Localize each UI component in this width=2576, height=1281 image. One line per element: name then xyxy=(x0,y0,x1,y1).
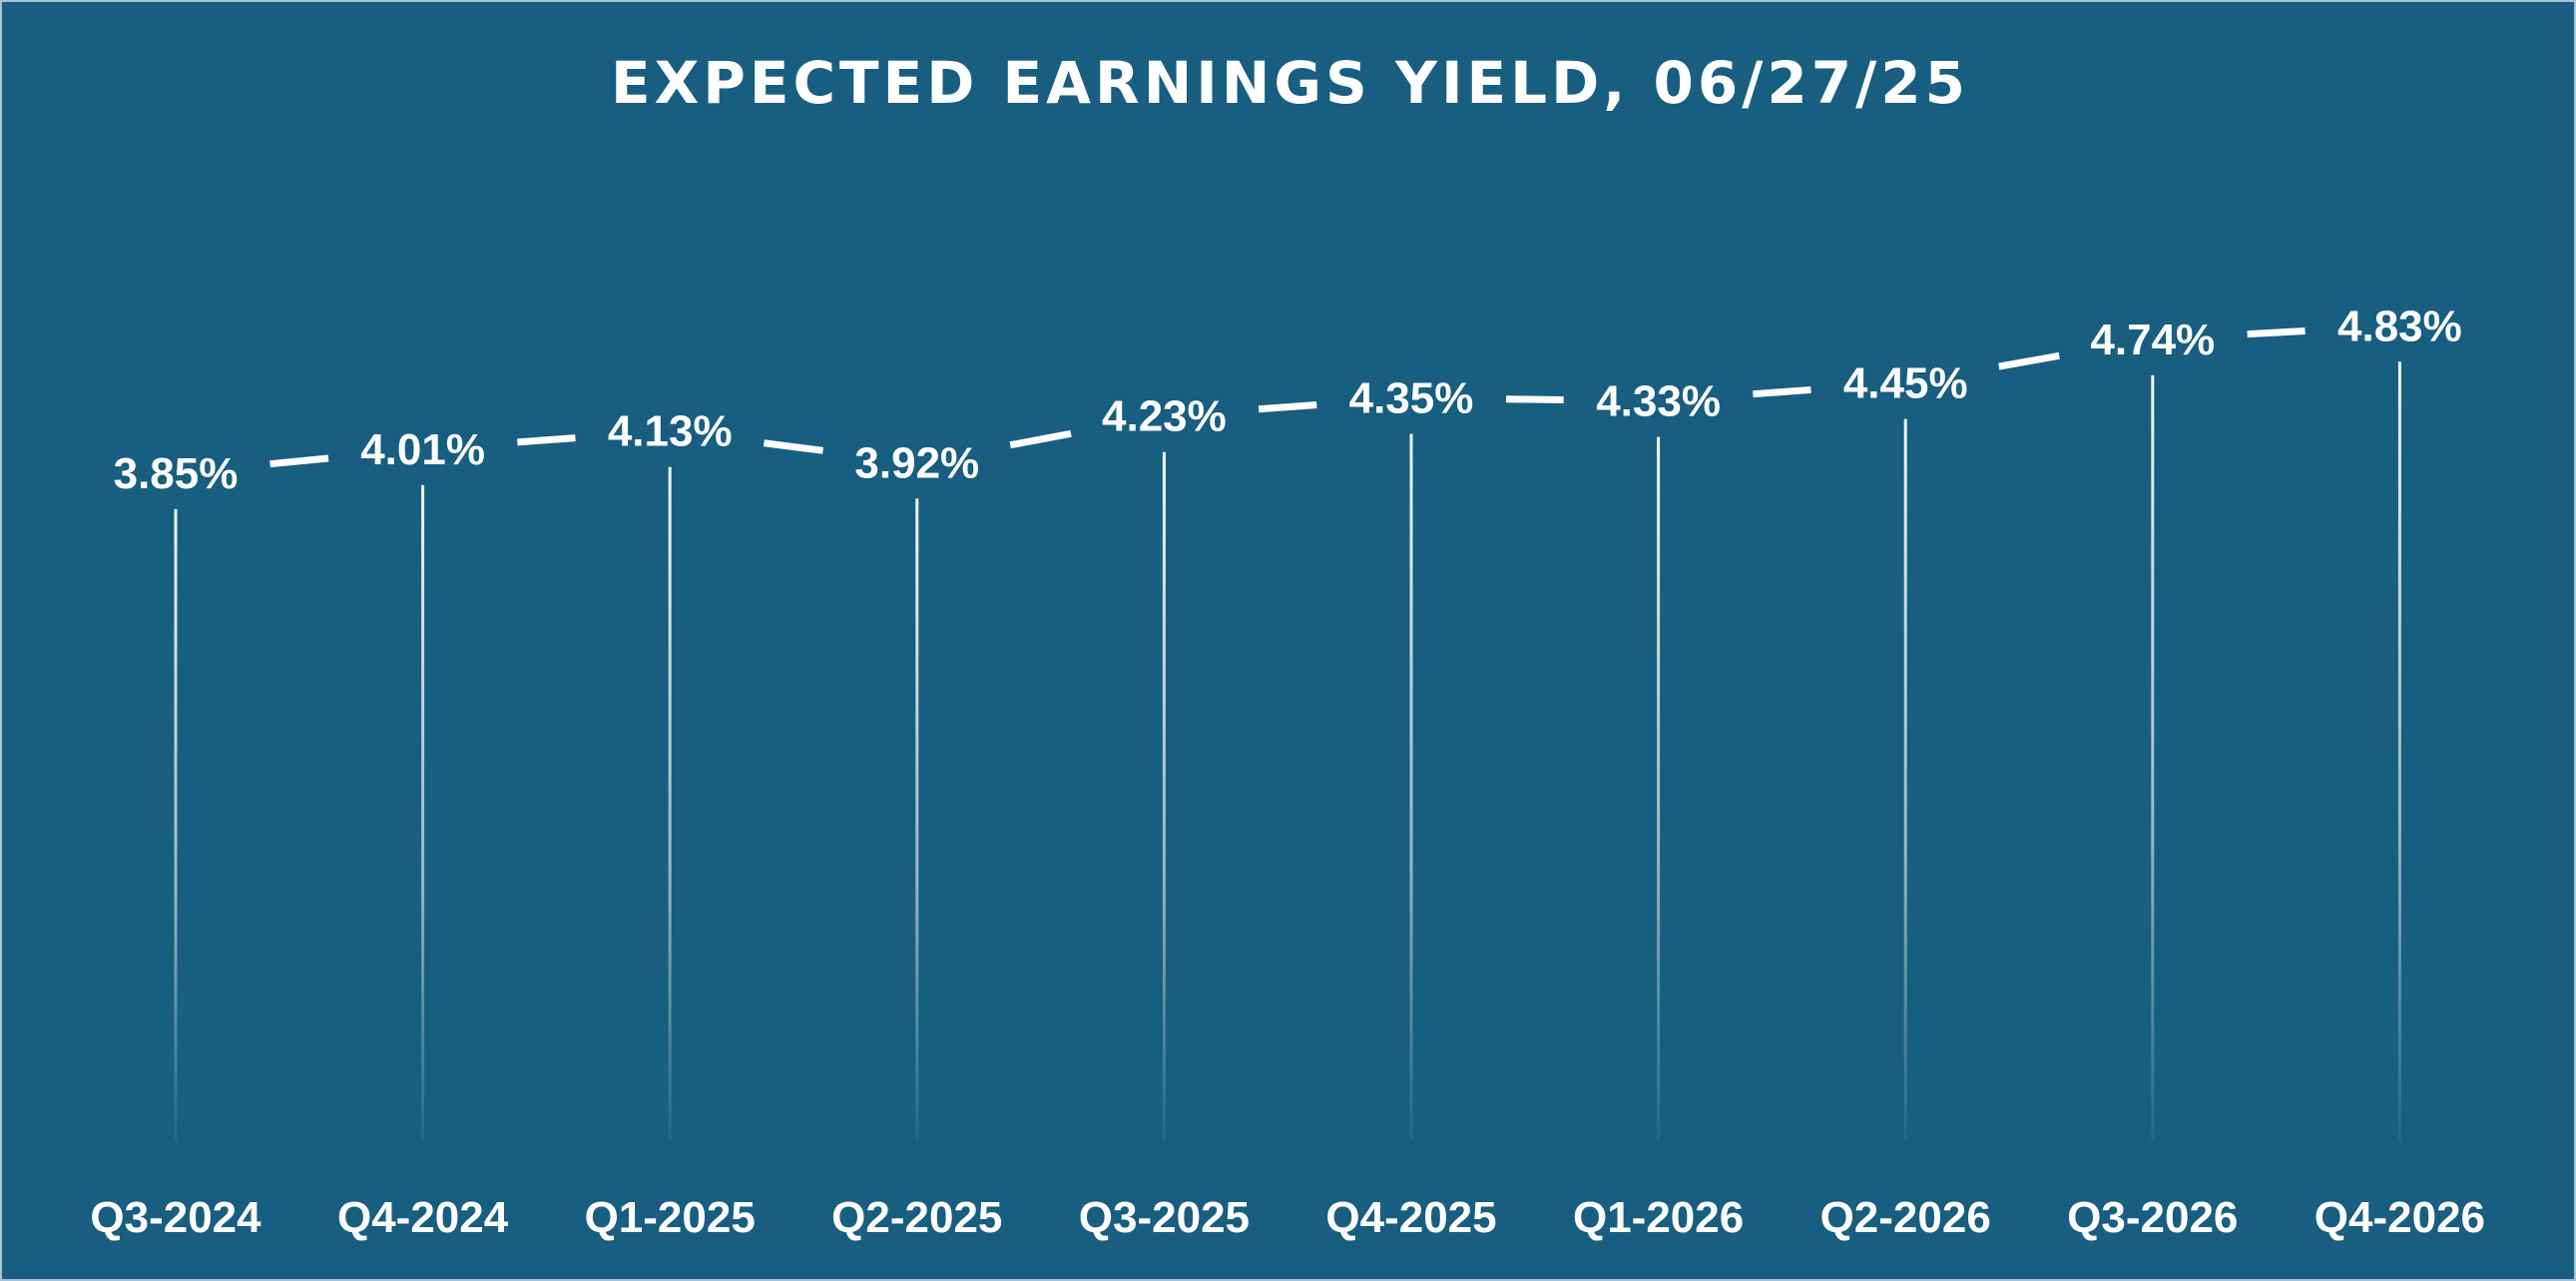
data-label: 4.13% xyxy=(608,407,733,456)
category-axis-labels: Q3-2024 Q4-2024 Q1-2025 Q2-2025 Q3-2025 Q4-20… xyxy=(90,1193,2485,1242)
line-segment xyxy=(517,434,576,446)
drop-line xyxy=(1657,436,1661,1141)
drop-line xyxy=(915,498,919,1141)
category-label: Q3-2024 xyxy=(90,1193,261,1242)
data-label: 4.23% xyxy=(1102,392,1227,441)
data-label: 3.92% xyxy=(854,438,979,487)
line-segment xyxy=(1753,385,1811,398)
drop-line xyxy=(2397,361,2401,1141)
category-label: Q2-2026 xyxy=(1820,1193,1991,1242)
data-label: 4.01% xyxy=(360,425,485,474)
line-segment xyxy=(1009,429,1072,449)
data-labels: 3.85% 4.01% 4.13% 3.92% 4.23% 4.35% 4.33% 4.45%… xyxy=(114,302,2462,498)
line-segment xyxy=(763,439,824,454)
data-label: 4.83% xyxy=(2337,302,2462,350)
data-label: 4.74% xyxy=(2090,316,2215,364)
drop-line xyxy=(1162,451,1166,1141)
line-segment xyxy=(1998,351,2060,370)
chart-title: EXPECTED EARNINGS YIELD, 06/27/25 xyxy=(611,49,1969,117)
data-label: 4.33% xyxy=(1596,377,1721,426)
drop-line xyxy=(174,508,178,1141)
category-label: Q1-2025 xyxy=(585,1193,756,1242)
series-line xyxy=(269,326,2306,468)
drop-line xyxy=(668,466,672,1141)
data-label: 4.45% xyxy=(1843,359,1968,408)
line-segment xyxy=(1505,395,1564,403)
category-label: Q3-2025 xyxy=(1079,1193,1250,1242)
line-segment xyxy=(269,454,329,468)
data-label: 3.85% xyxy=(114,449,239,498)
category-label: Q4-2026 xyxy=(2315,1193,2485,1242)
drop-line xyxy=(1409,433,1413,1142)
line-segment xyxy=(2247,326,2306,338)
drop-line xyxy=(421,484,425,1141)
category-label: Q2-2025 xyxy=(831,1193,1002,1242)
category-label: Q4-2025 xyxy=(1325,1193,1496,1242)
category-label: Q1-2026 xyxy=(1573,1193,1744,1242)
line-segment xyxy=(1258,401,1317,413)
drop-line xyxy=(2151,374,2155,1142)
drop-line xyxy=(1903,418,1907,1141)
drop-lines xyxy=(174,361,2401,1142)
category-label: Q3-2026 xyxy=(2067,1193,2238,1242)
data-label: 4.35% xyxy=(1349,374,1474,423)
category-label: Q4-2024 xyxy=(337,1193,509,1242)
